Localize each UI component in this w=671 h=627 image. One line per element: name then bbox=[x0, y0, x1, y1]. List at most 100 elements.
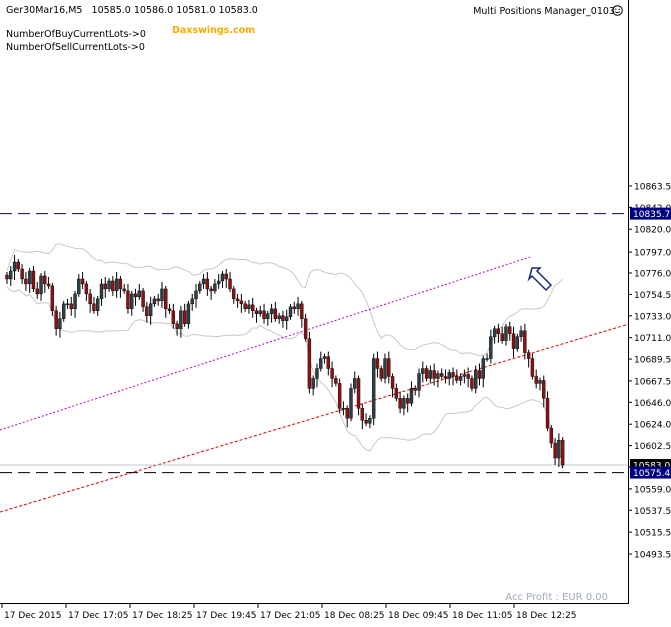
band-upper-line bbox=[6, 243, 564, 357]
candle-body bbox=[523, 330, 527, 353]
symbol-header: Ger30Mar16,M5 10585.0 10586.0 10581.0 10… bbox=[6, 5, 258, 16]
candle-body bbox=[440, 373, 444, 377]
candle-body bbox=[186, 303, 191, 324]
candle-body bbox=[557, 439, 561, 459]
candle-body bbox=[311, 378, 315, 389]
candle-body bbox=[62, 303, 66, 319]
candle-body bbox=[258, 310, 262, 314]
candle-body bbox=[553, 442, 557, 459]
candle-body bbox=[171, 310, 176, 324]
time-axis[interactable]: 17 Dec 2015 17 Dec 17:05 17 Dec 18:25 17 De… bbox=[0, 604, 629, 627]
candle-body bbox=[266, 313, 270, 319]
candle-body bbox=[379, 368, 383, 379]
trendline-red bbox=[0, 323, 629, 513]
candle-body bbox=[466, 374, 470, 379]
candle-body bbox=[474, 370, 478, 389]
candle-body bbox=[88, 293, 92, 305]
candle-body bbox=[334, 378, 338, 384]
candle-body bbox=[307, 338, 312, 389]
candle-body bbox=[296, 303, 300, 310]
time-tick-label: 18 Dec 08:25 bbox=[324, 611, 385, 621]
time-tick-label: 17 Dec 21:05 bbox=[260, 611, 321, 621]
candle-body bbox=[201, 278, 206, 285]
candle-body bbox=[220, 273, 225, 282]
candle-body bbox=[504, 326, 508, 341]
price-tick-label: 10624.0 bbox=[634, 421, 671, 431]
up-left-arrow-icon bbox=[527, 267, 553, 292]
time-tick-label: 18 Dec 11:05 bbox=[452, 611, 513, 621]
candle-body bbox=[209, 288, 213, 292]
candle-body bbox=[511, 333, 516, 349]
candle-body bbox=[122, 288, 126, 292]
candle-body bbox=[27, 270, 32, 285]
candle-body bbox=[65, 303, 70, 306]
time-tick-label: 17 Dec 17:05 bbox=[68, 611, 129, 621]
candle-body bbox=[179, 310, 183, 329]
candle-body bbox=[432, 370, 436, 379]
candle-body bbox=[458, 376, 463, 381]
candle-body bbox=[58, 318, 62, 329]
candle-body bbox=[364, 420, 368, 424]
candle-body bbox=[489, 336, 493, 359]
price-chart-plot[interactable] bbox=[0, 0, 629, 603]
candle-body bbox=[141, 290, 145, 308]
candle-body bbox=[300, 303, 304, 319]
candle-body bbox=[205, 278, 210, 290]
symbol-name: Ger30Mar16,M5 bbox=[6, 5, 83, 16]
smiley-face-icon[interactable] bbox=[612, 5, 623, 16]
candle-body bbox=[126, 290, 130, 310]
candle-body bbox=[152, 298, 157, 305]
candle-body bbox=[182, 310, 187, 324]
ohlc-open: 10585.0 bbox=[91, 5, 131, 16]
candle-body bbox=[224, 273, 228, 280]
candle-body bbox=[247, 304, 251, 310]
candle-body bbox=[405, 398, 410, 404]
candle-body bbox=[54, 310, 58, 329]
candle-body bbox=[455, 376, 459, 381]
price-tick-label: 10863.5 bbox=[634, 182, 671, 192]
candle-body bbox=[213, 283, 217, 292]
candle-body bbox=[470, 378, 474, 389]
expert-advisor-name[interactable]: Multi Positions Manager_0103 bbox=[473, 6, 615, 17]
candle-body bbox=[345, 408, 349, 419]
candle-body bbox=[114, 278, 119, 292]
candle-body bbox=[107, 280, 111, 290]
time-tick-label: 17 Dec 2015 bbox=[4, 611, 62, 621]
price-tick-label: 10754.5 bbox=[634, 291, 671, 301]
band-lower-line bbox=[6, 286, 564, 472]
candle-body bbox=[103, 283, 107, 290]
candle-body bbox=[542, 380, 546, 399]
candle-body bbox=[545, 398, 550, 429]
candle-body bbox=[130, 293, 134, 310]
watermark-text: Daxswings.com bbox=[172, 25, 255, 36]
price-tick-label: 10537.5 bbox=[634, 507, 671, 517]
candle-body bbox=[326, 356, 330, 369]
candle-body bbox=[398, 398, 402, 409]
candle-body bbox=[73, 293, 77, 310]
candle-body bbox=[148, 303, 153, 316]
candle-body bbox=[216, 280, 221, 285]
candle-body bbox=[167, 308, 172, 312]
candle-body bbox=[447, 372, 451, 379]
candle-body bbox=[319, 358, 323, 369]
candle-body bbox=[387, 358, 391, 377]
price-axis[interactable]: 10863.510842.010820.010797.010776.010754… bbox=[629, 0, 671, 627]
candle-body bbox=[190, 298, 194, 305]
level-upper-price-label-bg bbox=[630, 207, 671, 220]
candle-body bbox=[175, 323, 179, 329]
candle-body bbox=[341, 408, 346, 410]
time-axis-line bbox=[0, 603, 629, 604]
candle-body bbox=[20, 268, 24, 280]
candle-body bbox=[228, 278, 232, 290]
candle-body bbox=[508, 326, 512, 334]
candle-body bbox=[303, 318, 308, 339]
candle-body bbox=[375, 358, 380, 369]
candle-body bbox=[96, 298, 100, 312]
candle-body bbox=[492, 328, 497, 337]
account-profit-label: Acc Profit : EUR 0.00 bbox=[505, 592, 608, 603]
candle-body bbox=[530, 358, 535, 377]
candle-body bbox=[526, 352, 531, 359]
candle-body bbox=[443, 376, 448, 379]
level-upper-price-label: 10835.7 bbox=[633, 210, 670, 220]
